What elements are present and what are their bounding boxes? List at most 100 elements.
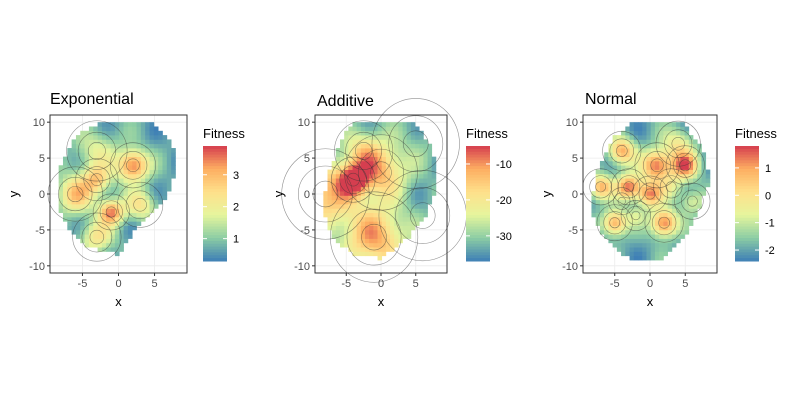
heat-cell <box>394 225 399 231</box>
colorbar-segment <box>203 197 227 202</box>
heat-cell <box>127 126 133 132</box>
heat-cell <box>390 169 395 175</box>
colorbar-segment <box>203 154 227 159</box>
heat-cell <box>415 160 420 166</box>
colorbar-segment <box>466 238 490 242</box>
heat-cell <box>149 152 155 158</box>
heat-cell <box>127 195 133 201</box>
heat-cell <box>356 251 362 257</box>
contour-line <box>329 191 419 283</box>
heat-cell <box>136 204 142 209</box>
heat-cell <box>629 208 635 214</box>
heat-cell <box>360 165 366 170</box>
heat-cell <box>599 225 605 231</box>
heat-cell <box>654 225 660 231</box>
heat-cell <box>149 182 155 188</box>
heat-cell <box>101 122 107 127</box>
heat-cell <box>158 195 163 201</box>
heat-cell <box>106 221 111 226</box>
heat-cell <box>402 195 408 201</box>
heat-cell <box>162 143 168 149</box>
x-axis-label: x <box>378 294 385 309</box>
heat-cell <box>663 178 668 183</box>
heat-cell <box>390 204 395 209</box>
colorbar-segment <box>203 243 227 248</box>
heat-cell <box>344 148 349 153</box>
heat-cell <box>423 208 428 214</box>
contour-line <box>370 161 392 184</box>
heat-cell <box>625 204 630 209</box>
heat-cell <box>394 182 399 188</box>
heat-cell <box>638 122 643 127</box>
heat-cell <box>684 169 690 175</box>
heat-cell <box>625 148 630 153</box>
heat-cell <box>419 216 424 222</box>
heat-cell <box>410 156 416 162</box>
heat-cell <box>80 199 85 205</box>
heat-cell <box>119 122 124 127</box>
heat-cell <box>659 148 664 153</box>
heat-cell <box>398 221 403 226</box>
heat-cell <box>331 229 337 235</box>
heat-cell <box>667 156 673 162</box>
contour-line <box>358 148 404 197</box>
heat-cell <box>110 242 116 248</box>
y-tick-label: 10 <box>298 117 310 129</box>
colorbar-segment <box>466 240 490 245</box>
colorbar-segment <box>466 232 490 236</box>
heat-cell <box>162 178 168 183</box>
heat-cell <box>701 178 707 183</box>
heat-cell <box>659 251 664 257</box>
heat-cell <box>688 169 694 175</box>
heat-cell <box>106 186 111 192</box>
heat-cell <box>132 169 137 175</box>
heat-cell <box>80 182 85 188</box>
heat-cell <box>419 173 424 179</box>
heat-cell <box>688 186 694 192</box>
heat-cell <box>638 139 643 145</box>
heat-cell <box>106 148 111 153</box>
heat-cell <box>423 199 428 205</box>
heat-cell <box>390 212 395 218</box>
heat-cell <box>93 238 98 244</box>
heat-cell <box>398 152 403 158</box>
heat-cell <box>612 152 618 158</box>
heat-cell <box>427 195 433 201</box>
colorbar-segment <box>735 240 759 245</box>
heat-cell <box>650 139 656 145</box>
heat-cell <box>356 122 362 127</box>
heat-cell <box>608 234 613 239</box>
heat-cell <box>123 169 129 175</box>
heat-cell <box>629 234 635 239</box>
contour-line <box>72 212 122 262</box>
heat-cell <box>621 234 626 239</box>
heat-cell <box>415 182 420 188</box>
heat-cell <box>676 229 681 235</box>
heat-cell <box>114 130 120 136</box>
heat-cell <box>114 234 120 239</box>
contour-line <box>344 134 418 211</box>
heat-cell <box>390 238 395 244</box>
heat-cell <box>650 199 656 205</box>
heat-cell <box>415 126 420 132</box>
heat-cell <box>106 195 111 201</box>
heat-cell <box>604 152 609 158</box>
heat-cell <box>693 182 698 188</box>
heat-cell <box>629 186 635 192</box>
heat-cell <box>101 242 107 248</box>
heat-cell <box>58 208 64 214</box>
heat-cell <box>406 173 412 179</box>
heat-cell <box>153 199 159 205</box>
heat-cell <box>145 148 150 153</box>
heat-cell <box>688 212 694 218</box>
heat-cell <box>123 216 129 222</box>
heat-cell <box>373 234 378 239</box>
contour-line <box>631 175 669 213</box>
heat-cell <box>67 160 72 166</box>
contour-line <box>281 148 370 240</box>
heat-cell <box>654 130 660 136</box>
heat-cell <box>381 122 387 127</box>
heat-cell <box>390 148 395 153</box>
colorbar-segment <box>203 240 227 245</box>
contour-line <box>602 131 642 171</box>
